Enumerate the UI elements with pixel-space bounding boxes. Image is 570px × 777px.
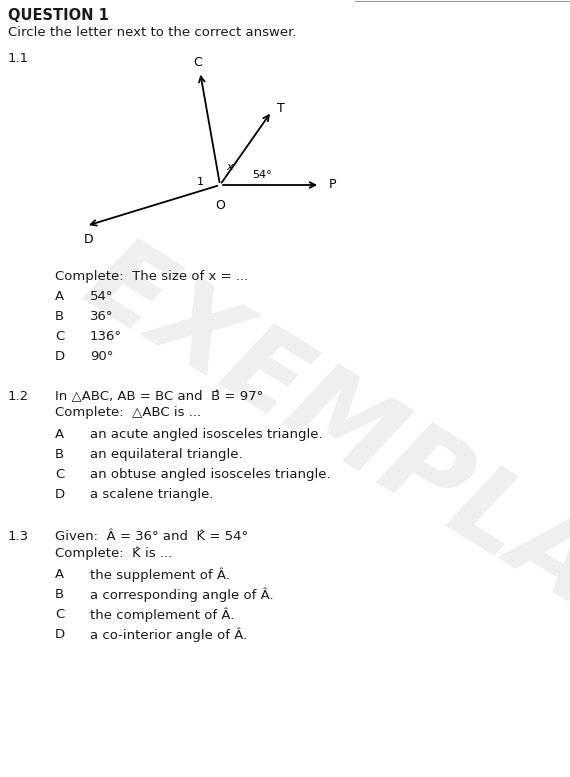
Text: a co-interior angle of Â.: a co-interior angle of Â. (90, 628, 247, 643)
Text: Given:  Â = 36° and  K̂ = 54°: Given: Â = 36° and K̂ = 54° (55, 530, 248, 543)
Text: a corresponding angle of Â.: a corresponding angle of Â. (90, 588, 274, 602)
Text: Complete:  The size of x = ...: Complete: The size of x = ... (55, 270, 249, 283)
Text: an obtuse angled isosceles triangle.: an obtuse angled isosceles triangle. (90, 468, 331, 481)
Text: D: D (55, 628, 65, 641)
Text: x: x (227, 162, 233, 172)
Text: 1.1: 1.1 (8, 52, 29, 65)
Text: Complete:  K̂ is ...: Complete: K̂ is ... (55, 546, 172, 559)
Text: C: C (55, 330, 64, 343)
Text: O: O (215, 199, 225, 212)
Text: QUESTION 1: QUESTION 1 (8, 8, 109, 23)
Text: T: T (277, 102, 284, 115)
Text: In △ABC, AB = BC and  B̂ = 97°: In △ABC, AB = BC and B̂ = 97° (55, 390, 263, 403)
Text: EXEMPLAR: EXEMPLAR (67, 227, 570, 674)
Text: C: C (55, 468, 64, 481)
Text: the complement of Â.: the complement of Â. (90, 608, 234, 622)
Text: an equilateral triangle.: an equilateral triangle. (90, 448, 243, 461)
Text: D: D (55, 350, 65, 363)
Text: 90°: 90° (90, 350, 113, 363)
Text: D: D (55, 488, 65, 501)
Text: a scalene triangle.: a scalene triangle. (90, 488, 214, 501)
Text: D: D (83, 233, 93, 246)
Text: A: A (55, 290, 64, 303)
Text: B: B (55, 588, 64, 601)
Text: B: B (55, 310, 64, 323)
Text: 36°: 36° (90, 310, 113, 323)
Text: Complete:  △ABC is ...: Complete: △ABC is ... (55, 406, 201, 419)
Text: B: B (55, 448, 64, 461)
Text: A: A (55, 428, 64, 441)
Text: Circle the letter next to the correct answer.: Circle the letter next to the correct an… (8, 26, 296, 39)
Text: 1: 1 (197, 177, 203, 187)
Text: 54°: 54° (90, 290, 113, 303)
Text: C: C (55, 608, 64, 621)
Text: an acute angled isosceles triangle.: an acute angled isosceles triangle. (90, 428, 323, 441)
Text: 136°: 136° (90, 330, 122, 343)
Text: 54°: 54° (252, 170, 272, 180)
Text: P: P (328, 179, 336, 191)
Text: 1.2: 1.2 (8, 390, 29, 403)
Text: the supplement of Â.: the supplement of Â. (90, 568, 230, 583)
Text: C: C (194, 56, 202, 69)
Text: A: A (55, 568, 64, 581)
Text: 1.3: 1.3 (8, 530, 29, 543)
